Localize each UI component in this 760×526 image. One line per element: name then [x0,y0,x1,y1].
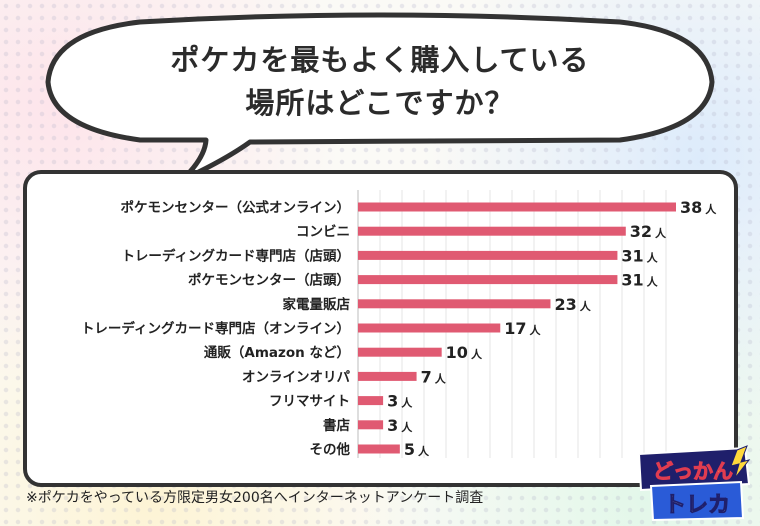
data-label: 31 人 [621,271,658,290]
bar [358,226,626,236]
category-label: コンビニ [296,224,350,240]
data-label: 38 人 [680,198,717,217]
category-label: トレーディングカード専門店（店頭） [121,247,350,264]
logo-text-line-2: トレカ [664,493,730,518]
category-label: トレーディングカード専門店（オンライン） [81,320,350,337]
logo-text-line-1: どっかん [653,459,733,483]
bar [358,250,618,260]
category-label: その他 [310,441,351,458]
category-label: オンラインオリパ [242,369,350,385]
category-label: 書店 [323,417,350,434]
bar [358,299,551,309]
data-label: 10 人 [446,343,483,362]
dokkan-toreka-logo: どっかん トレカ [637,445,751,522]
bar [358,202,676,212]
bar [358,371,417,381]
bar [358,396,384,406]
bar [358,275,618,285]
category-label: 通販（Amazon など） [204,344,350,361]
category-label: ポケモンセンター（公式オンライン） [121,199,351,216]
data-label: 17 人 [504,319,541,338]
lightning-icon [730,445,751,479]
category-label: フリマサイト [269,394,350,410]
bar [358,347,442,357]
bar [358,444,400,454]
data-label: 32 人 [630,222,667,241]
data-label: 31 人 [621,246,658,265]
title-speech-bubble [45,12,715,170]
category-label: ポケモンセンター（店頭） [188,272,350,289]
bar [358,420,384,430]
survey-footnote: ※ポケカをやっている方限定男女200名へインターネットアンケート調査 [26,490,484,506]
title-line-1: ポケカを最もよく購入している [170,43,590,77]
bar [358,323,501,333]
category-label: 家電量販店 [283,296,351,313]
title-line-2: 場所はどこですか？ [245,86,515,120]
data-label: 23 人 [554,295,591,314]
